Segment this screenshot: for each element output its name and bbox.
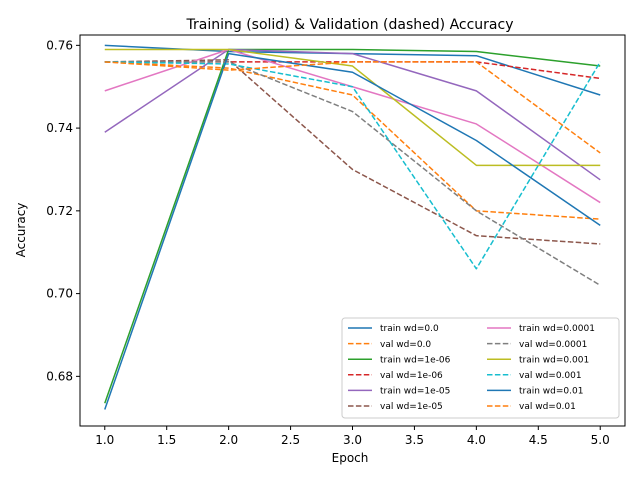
x-tick-label: 2.0	[219, 433, 238, 447]
chart-title: Training (solid) & Validation (dashed) A…	[186, 17, 514, 33]
y-axis-label: Accuracy	[14, 203, 28, 258]
y-tick-label: 0.68	[46, 369, 73, 383]
legend-box	[341, 317, 620, 419]
series-line-train-wd-0-01	[104, 52, 601, 410]
x-tick-label: 4.0	[467, 433, 486, 447]
legend-entry: val wd=0.0	[348, 340, 431, 350]
y-tick-label: 0.76	[46, 38, 73, 52]
series-line-val-wd-0-0	[104, 61, 601, 220]
x-tick-label: 1.0	[95, 433, 114, 447]
legend-label: train wd=1e-06	[380, 355, 451, 365]
legend-label: val wd=0.001	[519, 371, 582, 381]
legend-label: val wd=0.01	[519, 402, 576, 412]
series-line-val-wd-1e-05	[104, 59, 601, 245]
legend-label: train wd=0.0001	[519, 324, 595, 334]
x-axis-label: Epoch	[332, 451, 369, 465]
legend-entry: train wd=0.01	[487, 387, 583, 397]
legend-entry: train wd=1e-06	[348, 355, 451, 365]
y-tick-label: 0.72	[46, 204, 73, 218]
x-tick-label: 3.5	[405, 433, 424, 447]
legend-label: train wd=0.0	[380, 324, 439, 334]
legend-entry: val wd=0.01	[487, 402, 576, 412]
y-tick-label: 0.70	[46, 287, 73, 301]
legend-label: train wd=0.001	[519, 355, 589, 365]
legend-label: val wd=1e-05	[380, 402, 443, 412]
series-layer	[104, 44, 601, 410]
x-tick-label: 4.5	[529, 433, 548, 447]
legend-entry: val wd=0.001	[487, 371, 582, 381]
series-line-val-wd-0-0001	[104, 61, 601, 286]
x-tick-label: 5.0	[591, 433, 610, 447]
y-axis: 0.68 0.70 0.72 0.74 0.76	[46, 38, 80, 383]
x-tick-label: 3.0	[343, 433, 362, 447]
series-line-val-wd-0-001	[104, 61, 601, 270]
x-tick-label: 1.5	[157, 433, 176, 447]
legend-entry: val wd=0.0001	[487, 340, 587, 350]
series-line-val-wd-0-01	[104, 61, 601, 154]
legend-entry: train wd=0.0001	[487, 324, 595, 334]
series-line-train-wd-1e-05	[104, 48, 601, 181]
legend-label: train wd=1e-05	[380, 387, 450, 397]
legend: train wd=0.0 val wd=0.0 train wd=1e-06 val …	[341, 317, 620, 419]
x-tick-label: 2.5	[281, 433, 300, 447]
legend-label: val wd=1e-06	[380, 371, 443, 381]
legend-entry: train wd=0.0	[348, 324, 439, 334]
x-axis: 1.0 1.5 2.0 2.5 3.0 3.5 4.0 4.5 5.0	[95, 426, 610, 447]
series-line-train-wd-1e-06	[104, 48, 601, 404]
y-tick-label: 0.74	[46, 121, 73, 135]
legend-entry: train wd=1e-05	[348, 387, 450, 397]
legend-label: train wd=0.01	[519, 387, 583, 397]
legend-entry: val wd=1e-05	[348, 402, 443, 412]
legend-entry: val wd=1e-06	[348, 371, 443, 381]
legend-label: val wd=0.0001	[519, 340, 587, 350]
legend-label: val wd=0.0	[380, 340, 431, 350]
legend-entry: train wd=0.001	[487, 355, 589, 365]
series-line-train-wd-0-001	[104, 48, 601, 167]
